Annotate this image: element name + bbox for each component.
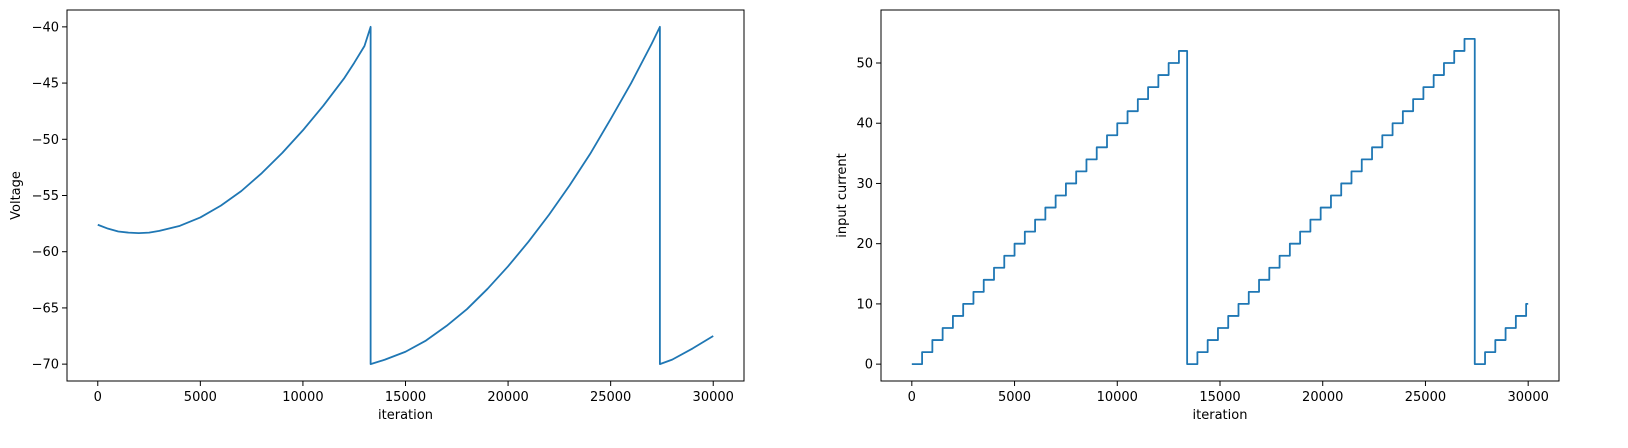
x-tick-label: 0 [908,390,916,405]
x-tick-label: 25000 [1405,390,1446,405]
y-tick-label: −50 [32,133,59,148]
y-tick-label: 40 [856,117,873,132]
series-line-0 [97,25,714,366]
x-tick-label: 30000 [693,390,734,405]
input-current-chart: 0 5000 10000 15000 20000 25000 30000 0 10 20 30 40 5… [835,9,1560,423]
x-tick-label: 0 [94,390,102,405]
x-tick-label: 5000 [998,390,1031,405]
x-tick-label: 20000 [487,390,528,405]
x-tick-label: 20000 [1302,390,1343,405]
series-line-0 [911,38,1529,366]
x-tick-label: 15000 [1199,390,1240,405]
x-tick-label: 15000 [385,390,426,405]
x-tick-label: 5000 [184,390,217,405]
x-tick-label: 30000 [1508,390,1549,405]
y-axis-label: Voltage [9,171,24,220]
y-tick-label: −40 [32,20,59,35]
y-tick-label: 0 [865,358,873,373]
y-tick-label: 30 [856,177,873,192]
x-axis-label: iteration [1193,408,1248,423]
x-tick-label: 10000 [1097,390,1138,405]
x-axis-label: iteration [378,408,433,423]
voltage-chart: 0 5000 10000 15000 20000 25000 30000 −70 −65 −60 −… [9,9,745,423]
y-tick-label: 20 [856,237,873,252]
y-tick-label: 10 [856,297,873,312]
y-tick-label: −70 [32,358,59,373]
y-tick-label: −65 [32,301,59,316]
x-tick-label: 25000 [590,390,631,405]
y-tick-label: −60 [32,245,59,260]
y-axis-label: input current [835,153,850,237]
y-tick-label: −45 [32,77,59,92]
y-tick-label: −55 [32,189,59,204]
y-tick-label: 50 [856,57,873,72]
plot-frame [66,9,745,382]
x-tick-label: 10000 [282,390,323,405]
plot-frame [880,9,1560,382]
